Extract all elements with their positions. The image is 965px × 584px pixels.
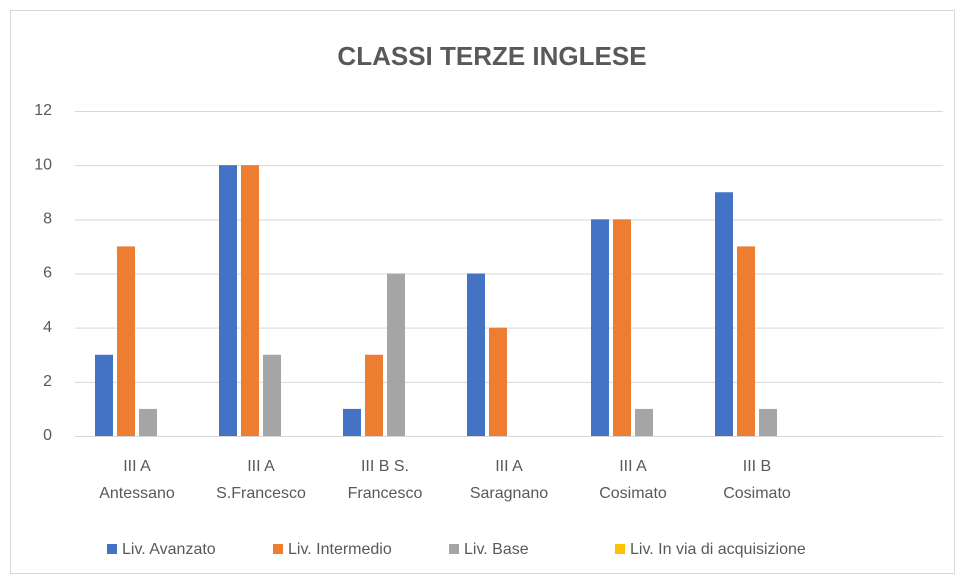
y-tick-label: 8: [43, 211, 52, 228]
bar: [387, 273, 405, 436]
bar: [715, 192, 733, 436]
legend-label: Liv. Base: [464, 541, 529, 558]
bar: [613, 219, 631, 436]
x-tick-label: III B S. Francesco: [347, 458, 423, 502]
y-tick-label: 12: [34, 102, 52, 119]
legend-swatch: [615, 544, 625, 554]
legend-swatch: [449, 544, 459, 554]
x-tick-label: III A Antessano: [99, 458, 175, 502]
y-tick-label: 2: [43, 373, 52, 390]
y-tick-label: 0: [43, 427, 52, 444]
bar: [737, 246, 755, 436]
legend-label: Liv. Avanzato: [122, 541, 216, 558]
x-tick-label: III B Cosimato: [723, 458, 791, 502]
bar: [241, 165, 259, 436]
legend-label: Liv. Intermedio: [288, 541, 392, 558]
y-tick-label: 4: [43, 319, 52, 336]
chart-title: CLASSI TERZE INGLESE: [337, 41, 646, 71]
legend-swatch: [273, 544, 283, 554]
bar: [635, 408, 653, 436]
bar: [263, 354, 281, 436]
bar: [759, 408, 777, 436]
bar: [117, 246, 135, 436]
bar: [343, 408, 361, 436]
x-tick-label: III A Cosimato: [599, 458, 667, 502]
legend-label: Liv. In via di acquisizione: [630, 541, 806, 558]
bar: [467, 273, 485, 436]
x-tick-label: III A Saragnano: [469, 458, 549, 502]
y-tick-label: 6: [43, 265, 52, 282]
y-tick-label: 10: [34, 156, 52, 173]
bar: [489, 327, 507, 436]
bar: [139, 408, 157, 436]
bar: [591, 219, 609, 436]
legend-swatch: [107, 544, 117, 554]
x-tick-label: III A S.Francesco: [216, 458, 306, 502]
bar: [365, 354, 383, 436]
bar: [219, 165, 237, 436]
bar: [95, 354, 113, 436]
